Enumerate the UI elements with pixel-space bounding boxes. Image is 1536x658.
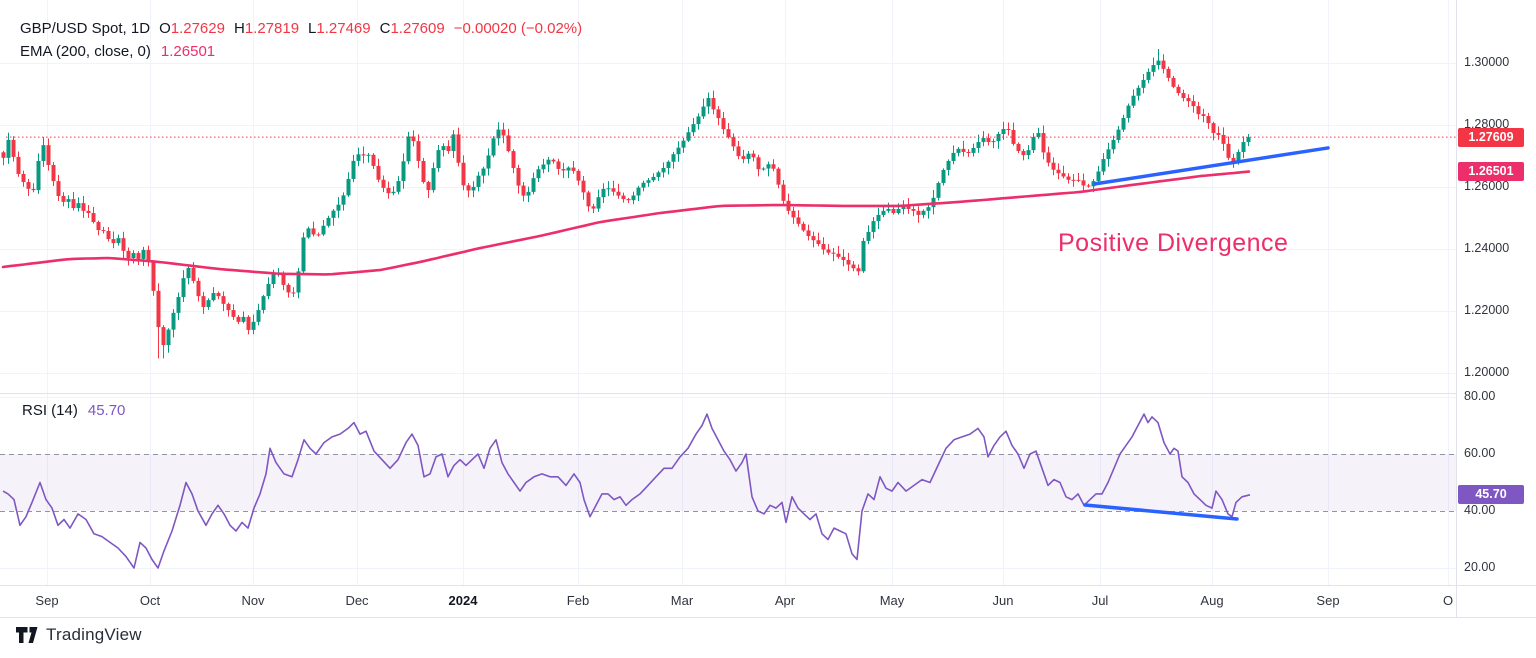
open-value: 1.27629 bbox=[170, 20, 225, 37]
rsi-line bbox=[2, 413, 1251, 569]
time-label-sep: Sep bbox=[35, 593, 59, 608]
time-label-feb: Feb bbox=[566, 593, 590, 608]
low-label: L bbox=[308, 20, 317, 37]
symbol-title: GBP/USD Spot, 1D bbox=[20, 20, 151, 37]
time-label-2024: 2024 bbox=[448, 593, 478, 608]
rsi-tick-label: 80.00 bbox=[1464, 389, 1496, 403]
ema-line bbox=[1, 170, 1251, 276]
open-label: O bbox=[159, 20, 171, 37]
time-label-aug: Aug bbox=[1200, 593, 1224, 608]
last-price-badge: 1.27609 bbox=[1458, 127, 1524, 147]
ema-legend-row[interactable]: EMA (200, close, 0) 1.26501 bbox=[20, 43, 582, 61]
price-tick-label: 1.30000 bbox=[1464, 55, 1510, 69]
ema-label: EMA (200, close, 0) bbox=[20, 43, 151, 60]
price-tick-label: 1.20000 bbox=[1464, 365, 1510, 379]
ema-value-badge: 1.26501 bbox=[1458, 161, 1524, 181]
rsi-tick-label: 40.00 bbox=[1464, 503, 1496, 517]
time-label-may: May bbox=[879, 593, 905, 608]
high-label: H bbox=[233, 20, 245, 37]
rsi-value-badge: 45.70 bbox=[1458, 485, 1524, 505]
rsi-value: 45.70 bbox=[87, 402, 126, 419]
time-label-o: O bbox=[1442, 593, 1454, 608]
time-label-jun: Jun bbox=[992, 593, 1014, 608]
price-tick-label: 1.22000 bbox=[1464, 303, 1510, 317]
rsi-tick-label: 60.00 bbox=[1464, 446, 1496, 460]
low-value: 1.27469 bbox=[316, 20, 371, 37]
candles bbox=[1, 49, 1251, 359]
close-label: C bbox=[379, 20, 391, 37]
time-label-jul: Jul bbox=[1091, 593, 1109, 608]
price-tick-label: 1.26000 bbox=[1464, 179, 1510, 193]
rsi-band bbox=[0, 454, 1456, 511]
rsi-label: RSI (14) bbox=[22, 402, 78, 419]
rsi-trendline[interactable] bbox=[1083, 503, 1239, 521]
tradingview-logo-text: TradingView bbox=[46, 625, 142, 644]
close-value: 1.27609 bbox=[390, 20, 445, 37]
rsi-legend-row[interactable]: RSI (14) 45.70 bbox=[22, 402, 125, 419]
high-value: 1.27819 bbox=[244, 20, 300, 37]
time-label-dec: Dec bbox=[345, 593, 369, 608]
price-tick-label: 1.28000 bbox=[1464, 117, 1510, 131]
time-label-apr: Apr bbox=[774, 593, 796, 608]
price-trendline[interactable] bbox=[1093, 146, 1330, 186]
change-value: −0.00020 (−0.02%) bbox=[453, 20, 583, 37]
symbol-legend-row[interactable]: GBP/USD Spot, 1D O1.27629 H1.27819 L1.27469… bbox=[20, 20, 582, 38]
divergence-annotation[interactable]: Positive Divergence bbox=[1058, 229, 1289, 257]
tradingview-logo[interactable]: TradingView bbox=[16, 625, 142, 645]
time-label-mar: Mar bbox=[670, 593, 694, 608]
time-label-oct: Oct bbox=[139, 593, 161, 608]
time-label-sep: Sep bbox=[1316, 593, 1340, 608]
price-tick-label: 1.24000 bbox=[1464, 241, 1510, 255]
tradingview-logo-icon bbox=[16, 627, 38, 643]
ema-value: 1.26501 bbox=[160, 43, 216, 60]
rsi-tick-label: 20.00 bbox=[1464, 560, 1496, 574]
legend: GBP/USD Spot, 1D O1.27629 H1.27819 L1.27469… bbox=[20, 20, 582, 66]
time-label-nov: Nov bbox=[241, 593, 265, 608]
